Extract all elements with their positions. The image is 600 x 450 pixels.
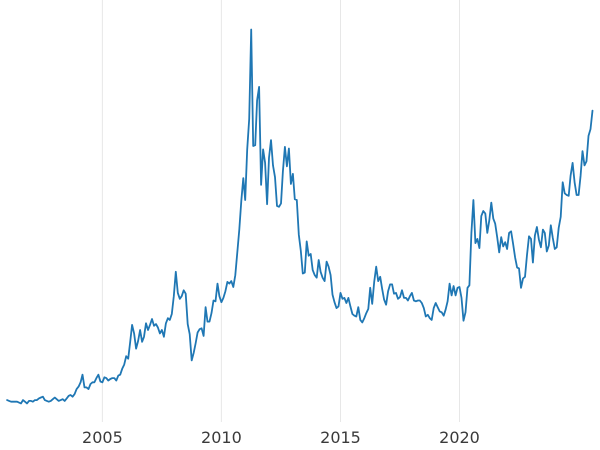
x-tick-label: 2010 [201, 428, 242, 447]
x-tick-label: 2020 [439, 428, 480, 447]
x-tick-labels-group: 2005 2010 2015 2020 [82, 428, 480, 447]
x-tick-label: 2005 [82, 428, 123, 447]
x-tick-label: 2015 [320, 428, 361, 447]
price-line-series [6, 28, 594, 405]
series-group [6, 28, 594, 405]
gridlines-group [101, 0, 460, 422]
